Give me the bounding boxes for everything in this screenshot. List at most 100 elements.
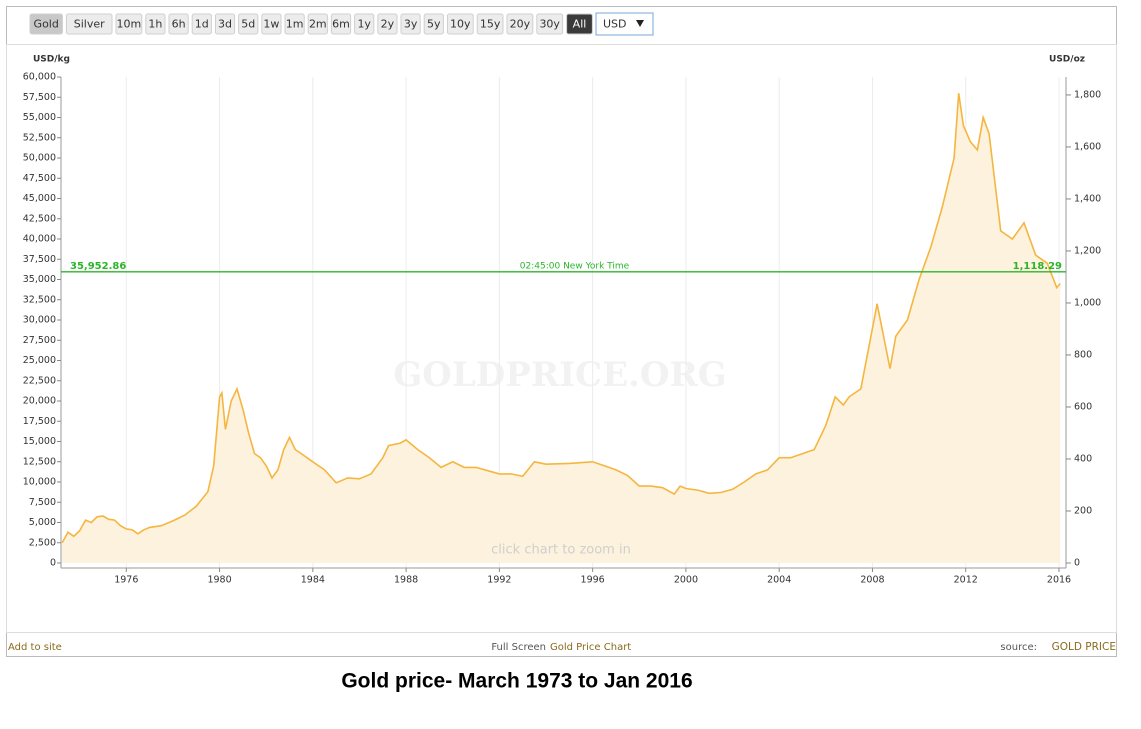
y2-tick-label: 1,200 [1074, 245, 1101, 256]
toolbar-button-label[interactable]: 6m [332, 18, 350, 31]
caption: Gold price- March 1973 to Jan 2016 [341, 670, 692, 693]
toolbar-button-label[interactable]: 6h [172, 18, 186, 31]
currency-select[interactable] [595, 12, 654, 36]
y2-tick-label: 1,000 [1074, 297, 1101, 308]
toolbar-button-label[interactable]: 1w [263, 18, 279, 31]
y-tick-label: 42,500 [23, 213, 56, 224]
toolbar-button[interactable] [238, 13, 259, 35]
toolbar-button-label[interactable]: 3d [218, 18, 232, 31]
y2-tick-label: 600 [1074, 401, 1092, 412]
y-tick-label: 17,500 [23, 416, 56, 427]
y-tick-label: 40,000 [23, 234, 56, 245]
x-tick-label: 1996 [581, 575, 605, 586]
y2-tick-label: 0 [1074, 558, 1080, 569]
y-tick-label: 35,000 [23, 274, 56, 285]
y-tick-label: 0 [50, 558, 56, 569]
y2-tick-label: 800 [1074, 349, 1092, 360]
y2-tick-label: 400 [1074, 453, 1092, 464]
toolbar-button[interactable] [446, 13, 474, 35]
x-tick-label: 1984 [301, 575, 325, 586]
toolbar-button[interactable] [29, 13, 63, 35]
toolbar-button[interactable] [168, 13, 189, 35]
toolbar-button[interactable] [214, 13, 236, 35]
y-tick-label: 22,500 [23, 375, 56, 386]
toolbar-button[interactable] [536, 13, 564, 35]
toolbar-button-label[interactable]: 1m [286, 18, 304, 31]
x-tick-label: 2004 [767, 575, 791, 586]
y2-tick-label: 1,400 [1074, 193, 1101, 204]
x-tick-label: 2012 [954, 575, 978, 586]
y-tick-label: 50,000 [23, 153, 56, 164]
toolbar-button-label[interactable]: 5y [427, 18, 441, 31]
add-to-site-link[interactable]: Add to site [8, 642, 62, 653]
y-tick-label: 47,500 [23, 173, 56, 184]
toolbar-button-label[interactable]: 5d [241, 18, 255, 31]
y-axis-label: USD/kg [33, 55, 70, 65]
toolbar-button-label[interactable]: 30y [539, 18, 560, 31]
toolbar-button[interactable] [354, 13, 375, 35]
y-tick-label: 30,000 [23, 315, 56, 326]
toolbar-button[interactable] [145, 13, 166, 35]
y-tick-label: 52,500 [23, 132, 56, 143]
toolbar-button-label[interactable]: All [573, 18, 587, 31]
current-price-oz-label: 1,118.29 [1013, 261, 1062, 272]
toolbar-button-label[interactable]: 10y [450, 18, 471, 31]
toolbar-button-label[interactable]: 2y [381, 18, 395, 31]
toolbar-button-label[interactable]: 15y [480, 18, 501, 31]
area [62, 93, 1061, 563]
y-tick-label: 32,500 [23, 294, 56, 305]
toolbar-button[interactable] [423, 13, 444, 35]
toolbar-button-label[interactable]: 3y [404, 18, 418, 31]
x-tick-label: 2008 [860, 575, 884, 586]
toolbar-button[interactable] [400, 13, 421, 35]
x-tick-label: 2016 [1047, 575, 1071, 586]
y-tick-label: 25,000 [23, 355, 56, 366]
toolbar-button-label[interactable]: 1y [357, 18, 371, 31]
y-tick-label: 15,000 [23, 436, 56, 447]
footer-chart-link[interactable]: Gold Price Chart [550, 642, 631, 653]
x-tick-label: 1976 [114, 575, 138, 586]
toolbar-button-label[interactable]: Silver [74, 18, 105, 31]
y-tick-label: 2,500 [29, 537, 56, 548]
toolbar-button-label[interactable]: 2m [309, 18, 327, 31]
y-tick-label: 7,500 [29, 497, 56, 508]
price-line [61, 93, 1061, 544]
plot-frame [6, 44, 1117, 633]
toolbar-button-label[interactable]: 1d [195, 18, 209, 31]
y-tick-label: 37,500 [23, 254, 56, 265]
toolbar-button[interactable] [307, 13, 328, 35]
y-tick-label: 12,500 [23, 456, 56, 467]
toolbar-button-label[interactable]: 20y [510, 18, 531, 31]
y-tick-label: 57,500 [23, 92, 56, 103]
toolbar-button-label[interactable]: 10m [117, 18, 142, 31]
zoom-hint: click chart to zoom in [491, 543, 631, 558]
toolbar-button[interactable] [191, 13, 212, 35]
toolbar-button[interactable] [377, 13, 398, 35]
current-price-time: 02:45:00 New York Time [520, 261, 630, 271]
footer-source-link[interactable]: GOLD PRICE [1052, 641, 1116, 653]
y-tick-label: 10,000 [23, 477, 56, 488]
y-tick-label: 60,000 [23, 72, 56, 83]
x-tick-label: 1988 [394, 575, 418, 586]
y-tick-label: 55,000 [23, 112, 56, 123]
toolbar-button-label[interactable]: Gold [34, 18, 59, 31]
y2-axis-label: USD/oz [1049, 55, 1085, 65]
toolbar-button[interactable] [115, 13, 143, 35]
y-tick-label: 27,500 [23, 335, 56, 346]
dropdown-arrow[interactable] [636, 20, 644, 27]
footer-fullscreen[interactable]: Full Screen [491, 642, 546, 653]
toolbar-button[interactable] [476, 13, 504, 35]
toolbar-button[interactable] [566, 13, 593, 35]
y-tick-label: 5,000 [29, 517, 56, 528]
toolbar-button[interactable] [506, 13, 534, 35]
watermark: GOLDPRICE.ORG [393, 355, 727, 395]
toolbar-button-label[interactable]: 1h [148, 18, 162, 31]
toolbar-button[interactable] [284, 13, 305, 35]
toolbar-button[interactable] [330, 13, 352, 35]
toolbar-button[interactable] [261, 13, 282, 35]
y-tick-label: 45,000 [23, 193, 56, 204]
currency-label[interactable]: USD [603, 18, 627, 31]
toolbar-button[interactable] [65, 13, 113, 35]
